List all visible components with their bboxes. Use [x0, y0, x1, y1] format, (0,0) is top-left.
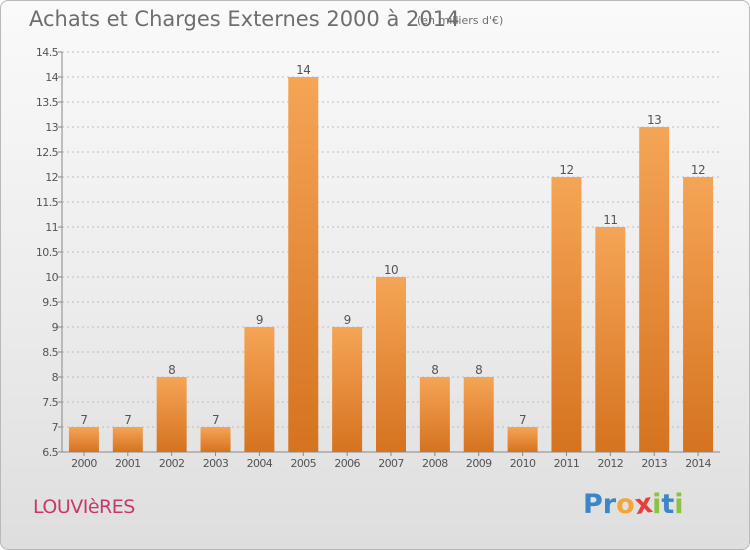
- value-label: 7: [80, 413, 87, 427]
- value-label: 14: [296, 63, 310, 77]
- bar-2010: [507, 427, 538, 452]
- y-tick-label: 10.5: [36, 246, 59, 259]
- brand-letter: i: [652, 489, 662, 520]
- x-tick-label: 2004: [247, 457, 273, 470]
- y-tick-label: 13: [45, 121, 58, 134]
- value-label: 12: [691, 163, 705, 177]
- chart-subtitle: (en milliers d'€): [417, 14, 504, 27]
- value-label: 8: [431, 363, 438, 377]
- bar-2014: [683, 177, 714, 452]
- value-label: 8: [475, 363, 482, 377]
- y-tick-label: 14.5: [36, 46, 59, 59]
- y-tick-label: 11: [45, 221, 58, 234]
- y-tick-label: 12.5: [36, 146, 59, 159]
- brand-letter: t: [661, 489, 675, 520]
- bar-2013: [639, 127, 670, 452]
- value-label: 9: [344, 313, 351, 327]
- brand-logo: Proxiti: [583, 487, 684, 522]
- brand-letter: P: [583, 489, 603, 520]
- x-tick-label: 2000: [71, 457, 97, 470]
- bar-layer: [68, 77, 714, 452]
- brand-letter: x: [632, 487, 655, 522]
- y-tick-label: 14: [45, 71, 58, 84]
- value-label: 7: [124, 413, 131, 427]
- bar-2008: [419, 377, 450, 452]
- x-tick-label: 2012: [598, 457, 624, 470]
- x-tick-label: 2011: [554, 457, 580, 470]
- value-label: 8: [168, 363, 175, 377]
- y-tick-label: 6.5: [42, 446, 58, 459]
- y-tick-label: 8.5: [42, 346, 58, 359]
- x-tick-label: 2009: [466, 457, 492, 470]
- value-label: 7: [519, 413, 526, 427]
- x-tick-label: 2010: [510, 457, 536, 470]
- x-tick-label: 2014: [685, 457, 711, 470]
- bar-2011: [551, 177, 582, 452]
- y-tick-label: 13.5: [36, 96, 59, 109]
- y-tick-label: 9: [52, 321, 59, 334]
- y-tick-label: 9.5: [42, 296, 58, 309]
- y-tick-label: 8: [52, 371, 59, 384]
- bar-2003: [200, 427, 231, 452]
- y-tick-label: 10: [45, 271, 58, 284]
- y-tick-label: 12: [45, 171, 58, 184]
- x-tick-label: 2002: [159, 457, 185, 470]
- value-label: 12: [559, 163, 573, 177]
- bar-2002: [156, 377, 187, 452]
- value-label: 13: [647, 113, 661, 127]
- bar-2005: [288, 77, 319, 452]
- x-tick-label: 2003: [203, 457, 229, 470]
- bar-2004: [244, 327, 275, 452]
- value-label: 7: [212, 413, 219, 427]
- bar-2000: [68, 427, 99, 452]
- x-tick-label: 2007: [378, 457, 404, 470]
- brand-letter: o: [616, 489, 635, 520]
- y-tick-label: 7.5: [42, 396, 58, 409]
- x-tick-label: 2013: [641, 457, 667, 470]
- x-tick-label: 2008: [422, 457, 448, 470]
- x-tick-label: 2005: [290, 457, 316, 470]
- bar-2009: [463, 377, 494, 452]
- value-label: 11: [603, 213, 617, 227]
- y-tick-label: 11.5: [36, 196, 59, 209]
- brand-letter: r: [602, 489, 617, 520]
- label-layer: 7 2000 7 2001 8 2002 7 2003 9 2004 14 2005 9 2006 10 20…: [71, 63, 712, 470]
- x-tick-label: 2006: [334, 457, 360, 470]
- x-tick-label: 2001: [115, 457, 141, 470]
- bar-2007: [376, 277, 406, 452]
- chart-title: Achats et Charges Externes 2000 à 2014: [29, 7, 460, 31]
- y-tick-label: 7: [52, 421, 59, 434]
- bar-2006: [332, 327, 363, 452]
- brand-letter: i: [674, 489, 684, 520]
- bar-2001: [112, 427, 143, 452]
- location-name: LOUVIèRES: [33, 496, 135, 518]
- value-label: 10: [384, 263, 398, 277]
- bar-2012: [595, 227, 626, 452]
- value-label: 9: [256, 313, 263, 327]
